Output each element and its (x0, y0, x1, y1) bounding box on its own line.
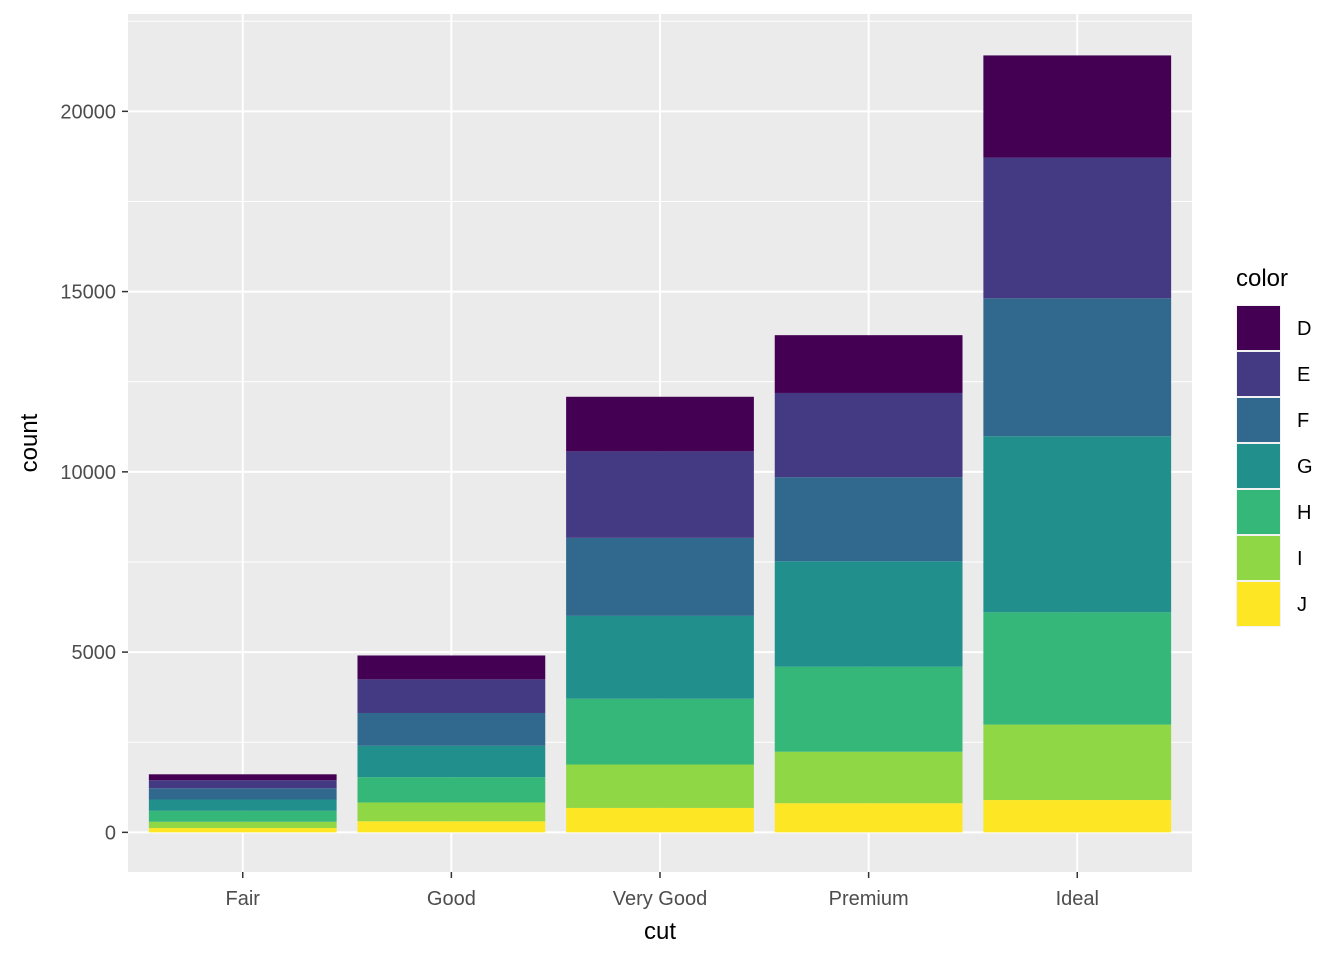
bar-segment-j (983, 800, 1172, 833)
bar-segment-g (148, 799, 337, 811)
bar-segment-d (357, 655, 546, 680)
bar-segment-j (774, 803, 963, 833)
bar-segment-g (774, 561, 963, 667)
bar-segment-i (566, 764, 754, 808)
bar-segment-g (357, 745, 546, 778)
y-axis: 0 5000 10000 15000 20000 (60, 101, 128, 844)
legend-title: color (1236, 265, 1288, 292)
bar-segment-f (357, 712, 546, 746)
bar-segment-h (983, 612, 1172, 725)
bar-segment-d (566, 396, 754, 452)
legend-swatch-e (1237, 352, 1280, 396)
x-axis-title: cut (644, 918, 676, 945)
bar-segment-g (983, 436, 1172, 613)
legend-swatch-g (1237, 444, 1280, 488)
bar-segment-j (357, 821, 546, 833)
bar-segment-j (566, 807, 754, 833)
bar-segment-h (357, 777, 546, 803)
y-axis-title: count (16, 413, 43, 472)
legend-label: D (1297, 318, 1311, 340)
bar-segment-f (148, 788, 337, 800)
bar-segment-d (774, 335, 963, 393)
legend-swatch-j (1237, 582, 1280, 626)
x-tick-label: Very Good (613, 888, 708, 910)
y-tick-label: 20000 (60, 101, 116, 123)
bar-segment-e (566, 451, 754, 538)
y-tick-label: 15000 (60, 282, 116, 304)
legend-swatch-d (1237, 306, 1280, 350)
x-axis: Fair Good Very Good Premium Ideal (226, 872, 1099, 910)
bar-segment-f (774, 477, 963, 562)
legend-swatch-h (1237, 490, 1280, 534)
legend-swatch-i (1237, 536, 1280, 580)
y-tick-label: 0 (105, 822, 116, 844)
bar-segment-g (566, 615, 754, 699)
bar-segment-i (983, 724, 1172, 801)
x-tick-label: Ideal (1056, 888, 1099, 910)
bar-segment-f (983, 298, 1172, 437)
bar-segment-h (566, 698, 754, 765)
x-tick-label: Fair (226, 888, 261, 910)
legend: color D E F G H I J (1236, 265, 1313, 627)
legend-label: J (1297, 594, 1307, 616)
legend-label: G (1297, 456, 1313, 478)
y-tick-label: 5000 (72, 642, 117, 664)
bar-segment-i (148, 821, 337, 829)
bar-segment-j (148, 828, 337, 833)
bar-segment-i (774, 751, 963, 804)
legend-label: H (1297, 502, 1311, 524)
bar-segment-d (983, 55, 1172, 158)
x-tick-label: Premium (829, 888, 909, 910)
bar-segment-d (148, 774, 337, 781)
legend-label: E (1297, 364, 1310, 386)
bar-segment-e (357, 679, 546, 713)
legend-label: F (1297, 410, 1309, 432)
legend-label: I (1297, 548, 1303, 570)
bar-segment-f (566, 537, 754, 616)
y-tick-label: 10000 (60, 462, 116, 484)
bars (148, 55, 1172, 833)
legend-swatch-f (1237, 398, 1280, 442)
bar-segment-e (774, 392, 963, 478)
bar-segment-h (774, 666, 963, 752)
bar-segment-e (983, 157, 1172, 299)
x-tick-label: Good (427, 888, 476, 910)
bar-segment-i (357, 802, 546, 822)
bar-segment-e (148, 780, 337, 789)
bar-segment-h (148, 810, 337, 822)
